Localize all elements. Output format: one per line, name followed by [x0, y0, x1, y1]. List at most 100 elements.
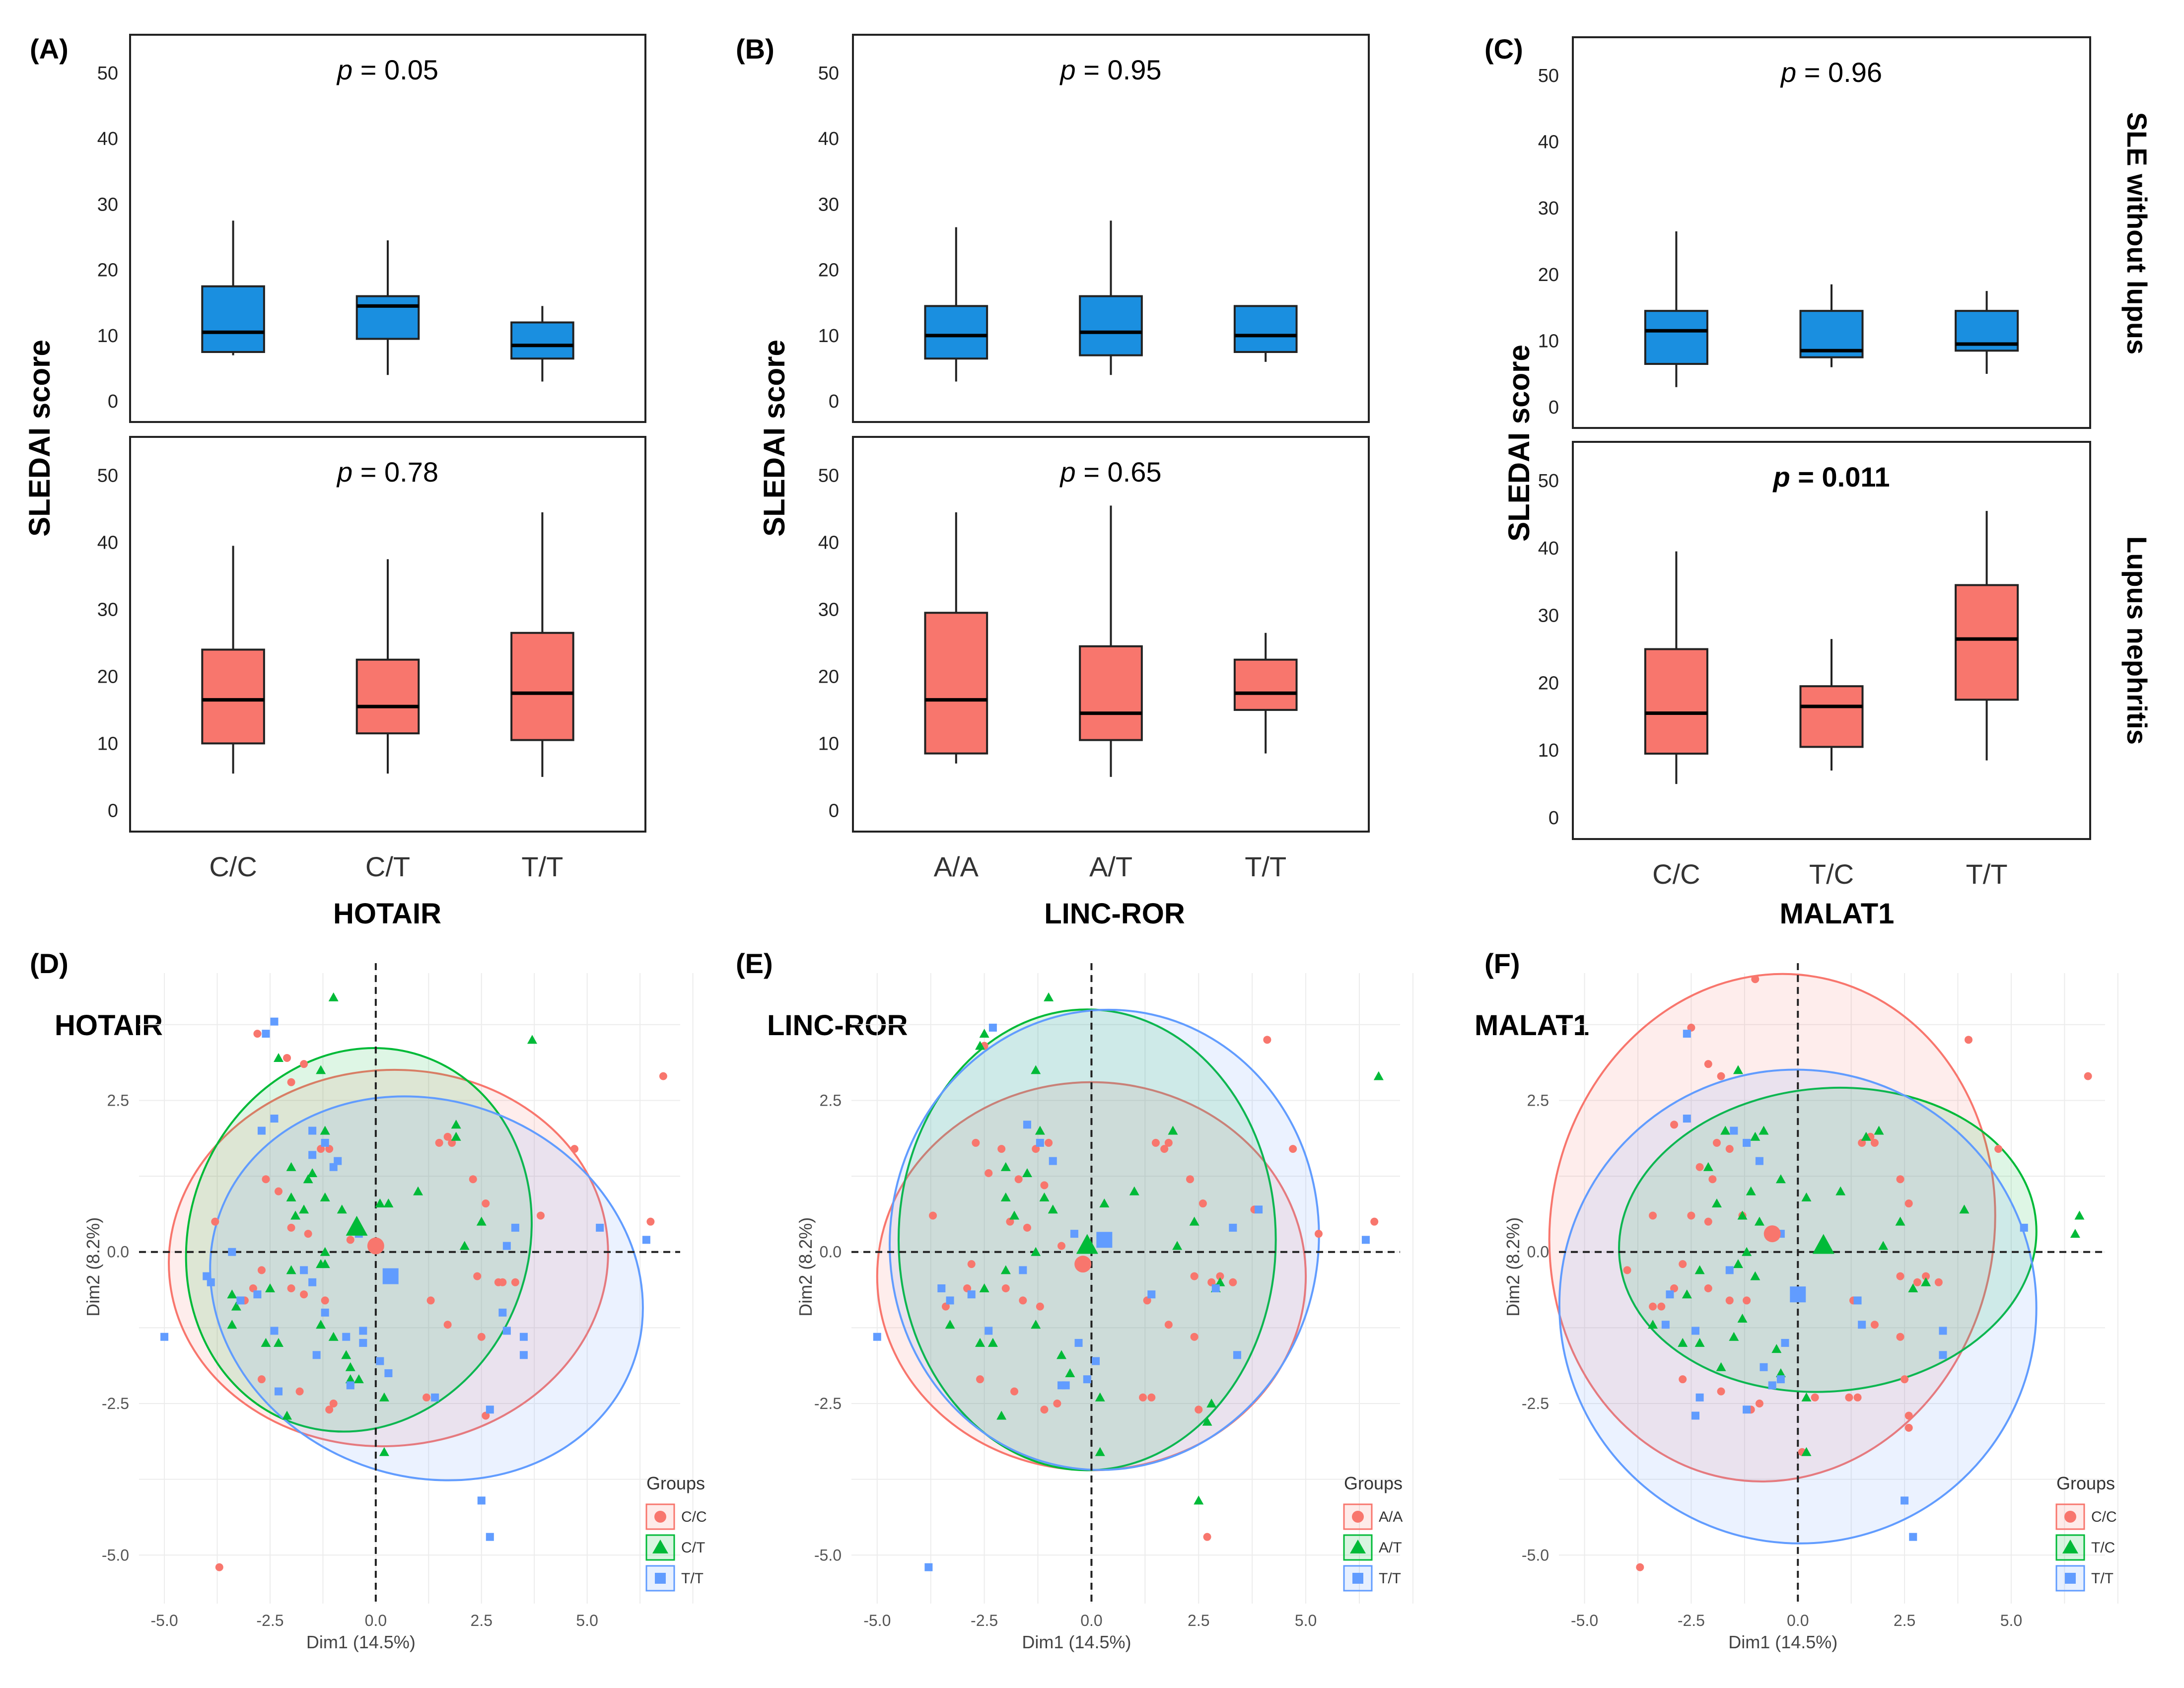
y-axis-label: Dim2 (8.2%) — [1503, 1217, 1523, 1317]
point — [1959, 1204, 1970, 1214]
point — [536, 1211, 545, 1220]
point — [274, 1053, 284, 1062]
y-tick-label: 50 — [1538, 471, 1559, 492]
point — [1743, 1296, 1751, 1305]
point — [1746, 1186, 1756, 1196]
point — [596, 1223, 604, 1232]
point — [1314, 1230, 1323, 1238]
point — [1035, 1125, 1045, 1135]
y-tick-label: 30 — [818, 600, 839, 621]
point — [1771, 1344, 1782, 1353]
point — [1712, 1138, 1721, 1147]
point — [1648, 1320, 1658, 1329]
centroid-T/T — [1096, 1232, 1113, 1248]
point — [451, 1120, 461, 1129]
point — [1751, 975, 1760, 984]
point — [1164, 1138, 1173, 1147]
confidence-ellipse-T/T — [209, 1095, 644, 1481]
legend-label: A/T — [1379, 1540, 1402, 1556]
point — [1708, 1175, 1717, 1184]
point — [1649, 1211, 1657, 1220]
point — [1255, 1205, 1263, 1214]
boxplot-bottom: 0 10 20 30 40 50 p = 0.011 — [1538, 441, 2091, 840]
point — [1870, 1321, 1879, 1329]
point — [527, 1035, 537, 1044]
box-T/C — [1799, 639, 1864, 771]
p-value-label: p = 0.78 — [336, 456, 438, 488]
point — [308, 1126, 317, 1135]
point — [1083, 1375, 1091, 1384]
point — [1896, 1175, 1904, 1184]
x-tick-label: -2.5 — [1678, 1612, 1705, 1629]
point — [1901, 1496, 1909, 1505]
point — [1861, 1131, 1871, 1141]
point — [1623, 1266, 1631, 1274]
box-iqr — [1233, 305, 1298, 353]
point — [511, 1278, 519, 1286]
point — [1095, 1392, 1105, 1402]
y-tick-label: 30 — [818, 194, 839, 215]
point — [1737, 1314, 1748, 1323]
point — [2074, 1210, 2085, 1220]
point — [1913, 1278, 1921, 1286]
point — [426, 1296, 435, 1305]
p-value: = 0.78 — [352, 456, 438, 488]
box-T/T — [1233, 633, 1298, 754]
point — [270, 1115, 279, 1123]
y-tick-label: 20 — [818, 666, 839, 687]
point — [299, 1204, 309, 1214]
side-labels: SLE without lupus Lupus nephritis — [2121, 112, 2153, 745]
box-iqr — [1233, 658, 1298, 711]
point — [317, 1145, 325, 1153]
point — [328, 1332, 339, 1341]
point — [1139, 1393, 1147, 1402]
x-tick-label: 2.5 — [471, 1612, 493, 1629]
legend-marker — [652, 1540, 668, 1553]
point — [1729, 1332, 1739, 1341]
p-value-label: p = 0.96 — [1780, 57, 1882, 88]
box-iqr — [1644, 310, 1708, 365]
y-tick-label: 0 — [1549, 397, 1559, 418]
point — [316, 1320, 326, 1329]
point — [286, 1265, 296, 1274]
legend-marker — [1352, 1573, 1363, 1584]
point — [1031, 1247, 1041, 1256]
point — [1695, 1393, 1704, 1402]
point — [1143, 1296, 1151, 1305]
point — [1160, 1145, 1169, 1153]
y-axis-label: SLEDAI score — [1502, 345, 1536, 542]
point — [1853, 1296, 1862, 1305]
point — [320, 1192, 330, 1201]
box-T/T — [1955, 291, 2019, 374]
point — [337, 1204, 347, 1214]
boxplot-panel-2: (B) SLEDAI score LINC-ROR 0 10 20 30 40 50 p = 0.… — [736, 33, 1370, 930]
point — [1036, 1302, 1044, 1311]
point — [1206, 1399, 1217, 1408]
box-T/T — [510, 512, 574, 777]
y-tick-label: 10 — [818, 326, 839, 347]
point — [1760, 1363, 1768, 1371]
point — [1019, 1296, 1027, 1305]
point — [1006, 1217, 1014, 1226]
point — [1044, 992, 1054, 1001]
confidence-ellipse-C/C — [168, 1068, 609, 1448]
boxplot-top: 0 10 20 30 40 50 p = 0.05 — [97, 34, 646, 423]
p-symbol: p — [1059, 456, 1076, 488]
point — [257, 1266, 266, 1274]
point — [2070, 1229, 2080, 1238]
y-tick-label: -5.0 — [1522, 1546, 1549, 1564]
point — [476, 1216, 487, 1226]
point — [286, 1192, 296, 1201]
points-T/T — [873, 1023, 1370, 1571]
box-C/C — [1644, 231, 1708, 387]
point — [443, 1321, 452, 1329]
y-tick-label: 20 — [1538, 673, 1559, 694]
point — [342, 1333, 351, 1341]
point — [227, 1320, 237, 1329]
point — [376, 1357, 384, 1365]
p-symbol: p — [1780, 57, 1796, 88]
point — [937, 1284, 946, 1292]
point — [1000, 1265, 1011, 1274]
point — [975, 1337, 985, 1347]
x-category-label: T/C — [1809, 858, 1854, 890]
